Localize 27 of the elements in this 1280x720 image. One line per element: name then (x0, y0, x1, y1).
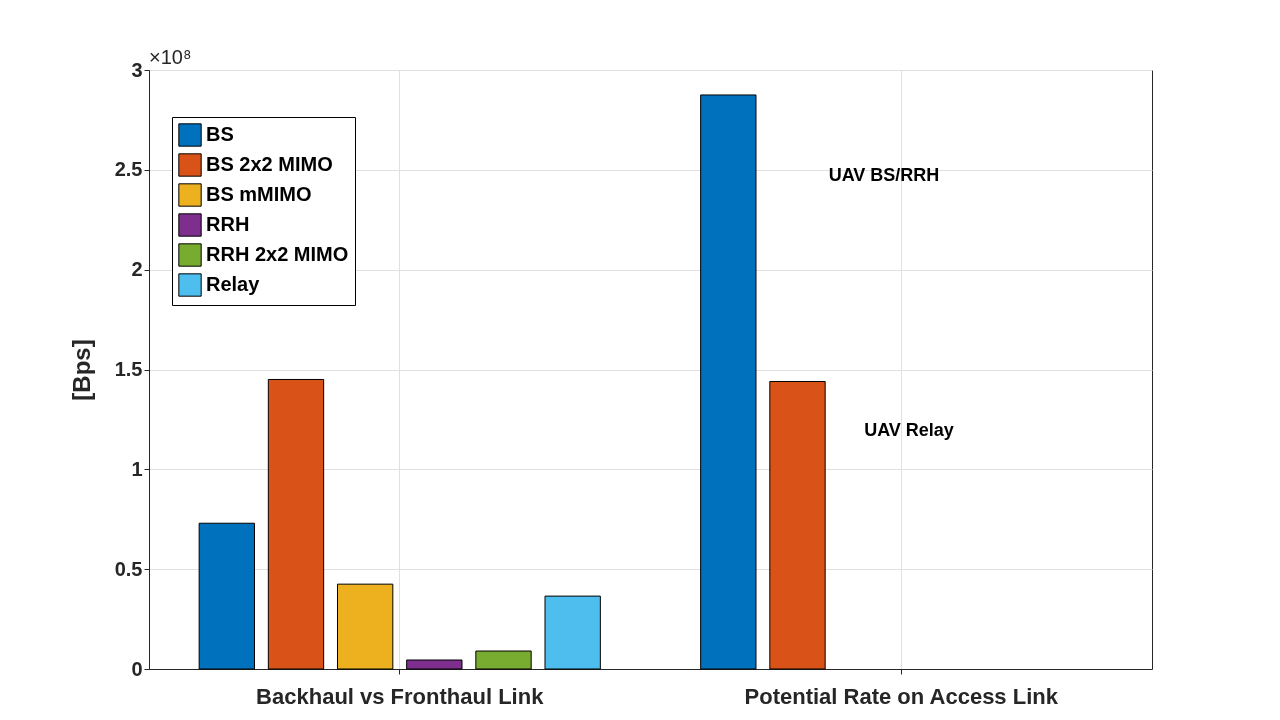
y-tick-label: 1 (131, 457, 143, 480)
legend-label: RRH (206, 213, 250, 235)
bar (544, 595, 601, 670)
legend-label: RRH 2x2 MIMO (206, 243, 349, 265)
bar (475, 650, 532, 670)
legend-label: Relay (206, 273, 261, 295)
legend-label: BS (206, 123, 234, 145)
y-tick-label: 1.5 (114, 358, 143, 380)
bar (769, 380, 826, 670)
bar (267, 378, 325, 670)
x-tick-label: Backhaul vs Fronthaul Link (256, 683, 545, 709)
legend-label: BS 2x2 MIMO (206, 153, 333, 175)
y-tick-label: 0 (131, 657, 143, 680)
y-tick-label: 2 (131, 258, 143, 281)
y-tick-label: 0.5 (114, 557, 143, 580)
bar (198, 522, 255, 670)
bar (700, 94, 757, 670)
legend-label: BS mMIMO (206, 183, 312, 205)
annotation: UAV Relay (864, 420, 954, 440)
x-tick-label: Potential Rate on Access Link (744, 683, 1059, 709)
text: ×10⁸ (149, 46, 192, 68)
y-tick-label: 2.5 (114, 158, 143, 181)
y-axis-title: [Bps] (67, 339, 95, 401)
bar (406, 659, 463, 670)
y-tick-label: 3 (131, 58, 143, 81)
bar (336, 583, 394, 670)
annotation: UAV BS/RRH (828, 165, 940, 185)
